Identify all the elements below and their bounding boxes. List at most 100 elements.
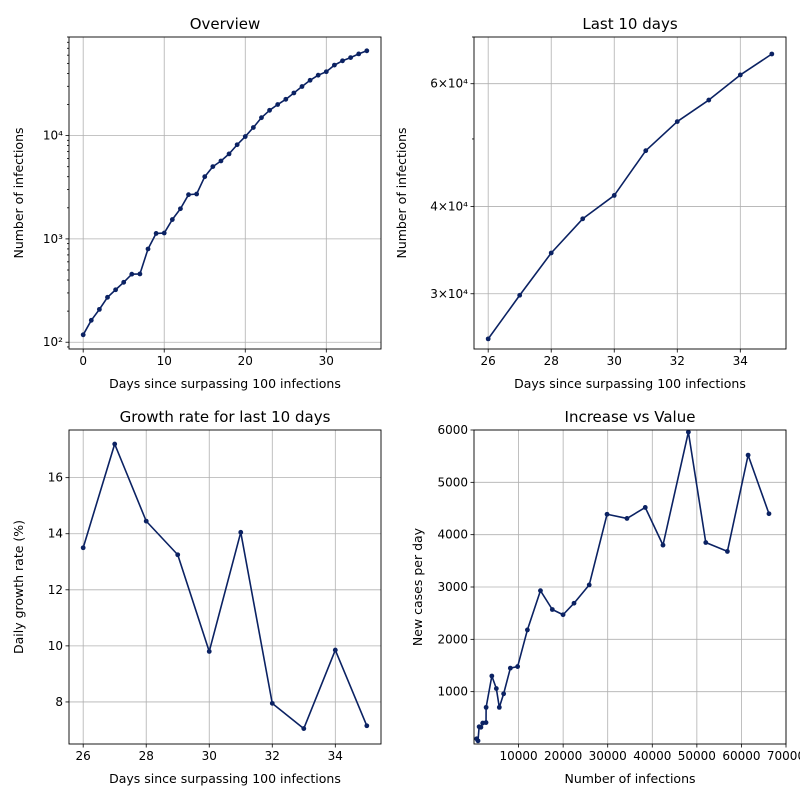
x-tick-label: 10: [157, 354, 172, 368]
data-point: [348, 55, 354, 61]
y-tick-label: 10: [48, 639, 63, 653]
data-point: [307, 77, 313, 83]
x-axis-label: Number of infections: [564, 771, 695, 786]
data-point: [524, 627, 530, 633]
data-point: [267, 107, 272, 113]
data-point: [643, 148, 649, 154]
markers: [485, 51, 775, 342]
data-point: [143, 518, 149, 524]
y-tick-label: 4000: [437, 528, 468, 542]
data-point: [113, 287, 118, 293]
grid: [69, 430, 381, 744]
chart-title: Increase vs Value: [565, 408, 696, 426]
data-point: [153, 231, 159, 236]
data-point: [96, 306, 102, 312]
data-point: [745, 452, 751, 458]
data-point: [737, 72, 743, 78]
data-point: [301, 726, 307, 731]
data-point: [604, 511, 610, 517]
data-point: [178, 206, 183, 212]
data-point: [129, 271, 135, 277]
data-point: [507, 665, 513, 671]
x-tick-label: 60000: [722, 749, 760, 763]
data-point: [515, 664, 521, 669]
increase-vs-value-chart: 10000 20000 30000 40000 50000 60000 70000 1000 2…: [410, 408, 800, 786]
y-axis-label: Number of infections: [11, 127, 26, 258]
data-point: [706, 97, 712, 103]
data-point: [642, 505, 648, 510]
last-10-days-chart: 26 28 30 32 34 3×10⁴ 4×10⁴ 6×10⁴ Last 10 days Day…: [394, 15, 787, 391]
data-point: [234, 142, 240, 148]
data-point: [660, 542, 666, 548]
data-point: [685, 429, 691, 435]
markers: [80, 48, 370, 338]
y-axis-label: New cases per day: [410, 527, 425, 646]
data-point: [364, 723, 370, 729]
data-point: [332, 62, 337, 68]
x-tick-label: 70000: [767, 749, 800, 763]
data-point: [724, 549, 730, 554]
data-point: [332, 647, 338, 653]
data-point: [517, 292, 523, 298]
y-tick-label: 14: [48, 527, 63, 541]
growth-rate-chart: 26 28 30 32 34 8 10 12 14 16 Growth rate for last …: [11, 408, 382, 786]
data-point: [186, 192, 191, 198]
x-tick-label: 26: [481, 354, 496, 368]
x-tick-label: 26: [76, 749, 91, 763]
data-point: [571, 600, 577, 606]
data-point: [145, 246, 151, 252]
data-point: [194, 191, 200, 197]
y-tick-label: 8: [55, 695, 63, 709]
data-point: [112, 441, 118, 447]
y-tick-label: 4×10⁴: [430, 200, 468, 214]
data-point: [137, 271, 143, 277]
x-tick-label: 34: [328, 749, 343, 763]
x-tick-label: 30: [607, 354, 622, 368]
series-line: [82, 443, 368, 730]
data-point: [580, 216, 586, 222]
plot-frame: [473, 36, 787, 350]
data-point: [315, 72, 321, 78]
y-tick-label: 12: [48, 583, 63, 597]
chart-title: Overview: [190, 15, 261, 33]
y-axis-label: Daily growth rate (%): [11, 520, 26, 654]
x-tick-label: 32: [265, 749, 280, 763]
x-tick-label: 32: [670, 354, 685, 368]
grid: [69, 37, 381, 349]
data-point: [475, 738, 481, 744]
x-tick-label: 50000: [678, 749, 716, 763]
y-axis-label: Number of infections: [394, 127, 409, 258]
data-point: [340, 58, 345, 64]
data-point: [489, 673, 495, 679]
data-point: [493, 686, 499, 691]
x-tick-label: 28: [139, 749, 154, 763]
data-point: [218, 158, 224, 164]
data-point: [611, 193, 617, 198]
markers: [80, 441, 370, 731]
data-point: [80, 332, 86, 338]
data-point: [356, 51, 362, 57]
ticks: 26 28 30 32 34 8 10 12 14 16: [48, 471, 343, 763]
data-point: [121, 279, 127, 285]
data-point: [323, 69, 329, 75]
data-point: [624, 516, 630, 521]
x-tick-label: 34: [733, 354, 748, 368]
y-tick-label: 16: [48, 471, 63, 485]
y-tick-label: 6000: [437, 423, 468, 437]
data-point: [238, 529, 244, 535]
x-tick-label: 30000: [589, 749, 627, 763]
data-point: [769, 51, 775, 57]
data-point: [80, 545, 86, 551]
x-axis-label: Days since surpassing 100 infections: [109, 771, 341, 786]
data-point: [703, 540, 709, 545]
ticks: 26 28 30 32 34 3×10⁴ 4×10⁴ 6×10⁴: [430, 36, 748, 368]
x-axis-label: Days since surpassing 100 infections: [514, 376, 746, 391]
data-point: [674, 119, 680, 124]
ticks: 10000 20000 30000 40000 50000 60000 70000 1000 2…: [437, 423, 800, 763]
markers: [474, 429, 772, 744]
data-point: [210, 164, 216, 170]
data-point: [549, 607, 555, 612]
chart-title: Growth rate for last 10 days: [120, 408, 331, 426]
data-point: [478, 724, 484, 730]
data-point: [586, 582, 592, 588]
